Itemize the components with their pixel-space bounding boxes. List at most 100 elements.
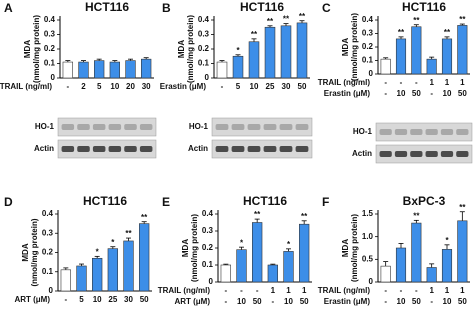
- bar: [125, 60, 136, 79]
- bar: [457, 25, 468, 75]
- x-tick-label: 1: [271, 286, 276, 295]
- blot-band: [379, 129, 392, 135]
- significance-label: **: [459, 203, 466, 212]
- bar: [248, 41, 260, 79]
- x-tick-label: -: [66, 82, 69, 91]
- x-tick-label: 10: [93, 295, 102, 304]
- bar: [411, 26, 422, 75]
- y-tick-label: 0.4: [362, 15, 374, 24]
- blot-band: [247, 146, 261, 152]
- x-tick-label: 1: [445, 286, 450, 295]
- chart-title: HCT116: [85, 0, 129, 14]
- blot-label: Actin: [352, 149, 372, 158]
- bar: [299, 223, 310, 283]
- blot-band: [124, 146, 137, 152]
- y-tick-label: 0.1: [202, 260, 214, 269]
- blot-band: [77, 146, 90, 152]
- y-axis-label: MDA: [341, 239, 350, 257]
- chart-title: HCT116: [83, 194, 127, 208]
- y-tick-label: 1.0: [362, 232, 374, 241]
- blot-band: [295, 124, 309, 130]
- y-tick-label: 0.2: [198, 44, 210, 53]
- bar: [395, 247, 407, 283]
- x-tick-label: 1: [286, 286, 291, 295]
- x-tick-label: -: [400, 78, 403, 87]
- y-tick-label: 0.3: [42, 228, 54, 237]
- bar: [395, 38, 407, 75]
- x-tick-label: -: [415, 286, 418, 295]
- bar: [457, 220, 468, 283]
- x-tick-label: 30: [142, 82, 151, 91]
- bar: [141, 58, 152, 79]
- y-tick-label: 0.4: [198, 15, 210, 24]
- x-tick-label: -: [384, 89, 387, 98]
- bar: [441, 249, 453, 283]
- blot-band: [379, 151, 392, 157]
- significance-label: *: [287, 240, 291, 249]
- y-tick-label: 0.5: [362, 254, 374, 263]
- y-tick-label: 0.1: [42, 267, 54, 276]
- y-axis-label: (nmol/mg protein): [350, 13, 359, 81]
- panel-label: B: [162, 1, 171, 15]
- x-tick-label: -: [224, 286, 227, 295]
- y-tick-label: 0: [209, 277, 214, 286]
- y-axis-label: (nmol/mg protein): [30, 218, 39, 286]
- y-axis-label: MDA: [181, 239, 190, 257]
- panel-label: A: [4, 1, 13, 15]
- blot-band: [61, 146, 75, 152]
- bar: [236, 249, 247, 283]
- bar: [62, 61, 73, 79]
- x-tick-label: -: [221, 82, 224, 91]
- x-tick-label: 1: [460, 78, 465, 87]
- y-axis-label: MDA: [341, 38, 350, 56]
- x-tick-label: 5: [79, 295, 84, 304]
- x-tick-label: -: [384, 78, 387, 87]
- significance-label: **: [459, 15, 466, 24]
- blot-label: Actin: [188, 144, 208, 153]
- blot-band: [425, 151, 438, 157]
- blot-image: [375, 122, 473, 142]
- y-axis-label: (nmol/mg protein): [186, 15, 195, 83]
- significance-label: **: [283, 15, 290, 24]
- x-tick-label: -: [384, 286, 387, 295]
- x-row-label: TRAIL (ng/ml): [318, 286, 371, 295]
- y-tick-label: 0.3: [202, 226, 214, 235]
- y-tick-label: 0: [369, 69, 374, 78]
- y-tick-label: 0.3: [198, 30, 210, 39]
- chart-title: HCT116: [243, 194, 287, 208]
- x-row-label: TRAIL (ng/ml): [0, 82, 52, 91]
- y-tick-label: 0.2: [362, 42, 374, 51]
- x-tick-label: -: [400, 286, 403, 295]
- x-tick-label: 10: [443, 89, 452, 98]
- bar: [264, 26, 276, 79]
- y-tick-label: 0.1: [44, 59, 56, 68]
- x-tick-label: -: [430, 89, 433, 98]
- significance-label: **: [413, 16, 420, 25]
- blot-band: [425, 129, 438, 135]
- x-tick-label: 50: [300, 297, 309, 306]
- bar: [296, 22, 308, 79]
- chart-title: HCT116: [240, 0, 284, 14]
- x-row-label: TRAIL (ng/ml): [158, 286, 211, 295]
- y-tick-label: 0: [51, 73, 56, 82]
- y-tick-label: 0.3: [44, 30, 56, 39]
- blot-band: [231, 146, 245, 152]
- blot-band: [108, 146, 122, 152]
- blot-band: [92, 124, 106, 130]
- x-tick-label: 5: [236, 82, 241, 91]
- x-tick-label: -: [271, 297, 274, 306]
- bar: [60, 269, 71, 292]
- x-tick-label: -: [64, 295, 67, 304]
- significance-label: **: [267, 17, 274, 26]
- significance-label: *: [240, 238, 244, 247]
- blot-band: [61, 124, 75, 130]
- x-tick-label: 1: [429, 78, 434, 87]
- blot-band: [215, 124, 229, 130]
- x-row-label: Erastin (μM): [324, 297, 371, 306]
- blot-band: [394, 129, 408, 135]
- significance-label: *: [236, 46, 240, 55]
- x-tick-label: 10: [250, 82, 259, 91]
- x-tick-label: 30: [124, 295, 133, 304]
- x-row-label: Erastin (μM): [160, 82, 207, 91]
